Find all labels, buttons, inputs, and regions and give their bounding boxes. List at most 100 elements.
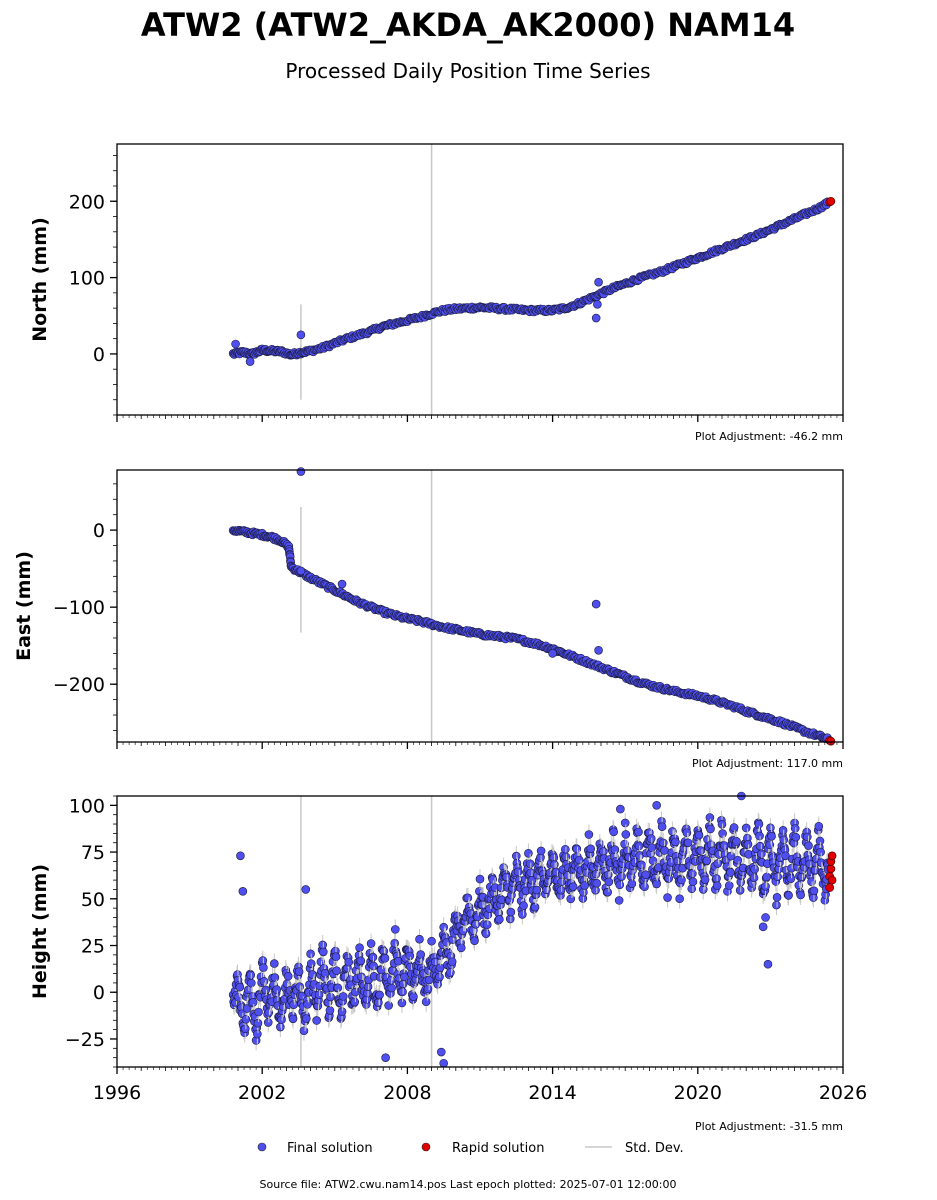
final-point	[646, 834, 656, 843]
final-point	[397, 998, 407, 1008]
final-point	[743, 840, 753, 849]
final-point	[712, 881, 722, 890]
plot-adjustment: Plot Adjustment: -46.2 mm	[695, 430, 843, 443]
final-point	[779, 835, 789, 845]
final-point	[435, 963, 445, 973]
final-point	[294, 967, 304, 976]
final-point	[594, 277, 603, 287]
final-point	[254, 1007, 263, 1017]
final-point	[784, 891, 793, 900]
final-point	[400, 972, 409, 982]
final-point	[767, 831, 776, 841]
final-point	[303, 1000, 312, 1009]
final-point	[471, 920, 481, 929]
final-point	[439, 1058, 449, 1068]
y-tick-label: 75	[81, 842, 105, 864]
final-point	[755, 831, 764, 841]
final-point	[634, 841, 644, 851]
final-point	[269, 959, 279, 968]
final-point	[416, 950, 426, 959]
final-point	[306, 959, 316, 968]
final-point	[603, 887, 612, 897]
final-point	[495, 915, 504, 924]
y-tick-label: −25	[65, 1029, 105, 1051]
final-point	[757, 849, 766, 859]
final-point	[640, 882, 649, 892]
final-point	[263, 1018, 273, 1027]
final-point	[356, 956, 366, 966]
final-point	[421, 997, 431, 1007]
final-point	[296, 330, 306, 340]
final-point	[283, 971, 293, 981]
final-point	[248, 998, 258, 1007]
final-point	[634, 827, 643, 837]
final-point	[614, 896, 624, 905]
y-tick-label: −200	[53, 674, 105, 696]
final-point	[386, 975, 396, 985]
final-point	[506, 907, 516, 917]
final-point	[463, 893, 473, 903]
final-point	[758, 922, 768, 932]
final-point	[713, 859, 723, 868]
x-tick-label: 2020	[674, 1082, 722, 1104]
final-point	[617, 872, 626, 881]
chart-subtitle: Processed Daily Position Time Series	[285, 59, 650, 83]
final-point	[502, 872, 511, 882]
final-point	[435, 972, 444, 982]
final-point	[568, 882, 578, 891]
y-tick-label: 50	[81, 889, 105, 911]
final-point	[641, 870, 651, 880]
final-point	[615, 880, 625, 890]
final-point	[355, 943, 364, 952]
final-point	[261, 985, 271, 995]
final-point	[320, 968, 330, 978]
final-point	[791, 832, 801, 842]
final-point	[296, 467, 306, 476]
final-point	[513, 867, 523, 877]
final-point	[593, 300, 602, 309]
final-point	[750, 864, 759, 874]
y-tick-label: 0	[93, 344, 105, 366]
final-point	[718, 829, 727, 838]
final-point	[259, 963, 268, 972]
final-point	[238, 887, 248, 896]
final-point	[815, 836, 825, 846]
final-point	[683, 838, 693, 848]
final-point	[240, 1024, 250, 1034]
rapid-point	[827, 851, 837, 861]
final-point	[302, 1014, 311, 1023]
final-point	[436, 1047, 446, 1057]
final-point	[755, 841, 765, 851]
final-point	[331, 952, 341, 962]
final-point	[763, 959, 773, 969]
final-point	[724, 881, 734, 890]
rapid-point	[825, 883, 834, 892]
final-point	[790, 824, 800, 833]
final-point	[705, 813, 715, 822]
final-point	[427, 936, 436, 946]
final-point	[720, 841, 729, 850]
final-point	[749, 873, 759, 883]
final-point	[384, 1001, 393, 1010]
final-point	[652, 801, 661, 810]
final-point	[688, 877, 698, 887]
final-point	[604, 877, 614, 887]
final-point	[276, 1022, 285, 1032]
final-point	[773, 872, 782, 882]
final-point	[754, 819, 764, 829]
legend-std-label: Std. Dev.	[625, 1141, 684, 1156]
final-point	[314, 990, 324, 1000]
final-point	[803, 832, 812, 842]
y-tick-label: −100	[53, 597, 105, 619]
final-point	[325, 1006, 335, 1015]
final-point	[696, 846, 706, 855]
final-point	[627, 879, 637, 889]
final-point	[405, 951, 415, 961]
final-point	[809, 886, 819, 896]
north-panel: 0 100 200 North (mm) Plot Adjustment: -46.2 …	[29, 143, 844, 443]
final-point	[326, 992, 335, 1002]
final-point	[306, 949, 315, 959]
final-point	[717, 819, 727, 829]
final-point	[762, 872, 772, 882]
final-point	[772, 900, 781, 910]
